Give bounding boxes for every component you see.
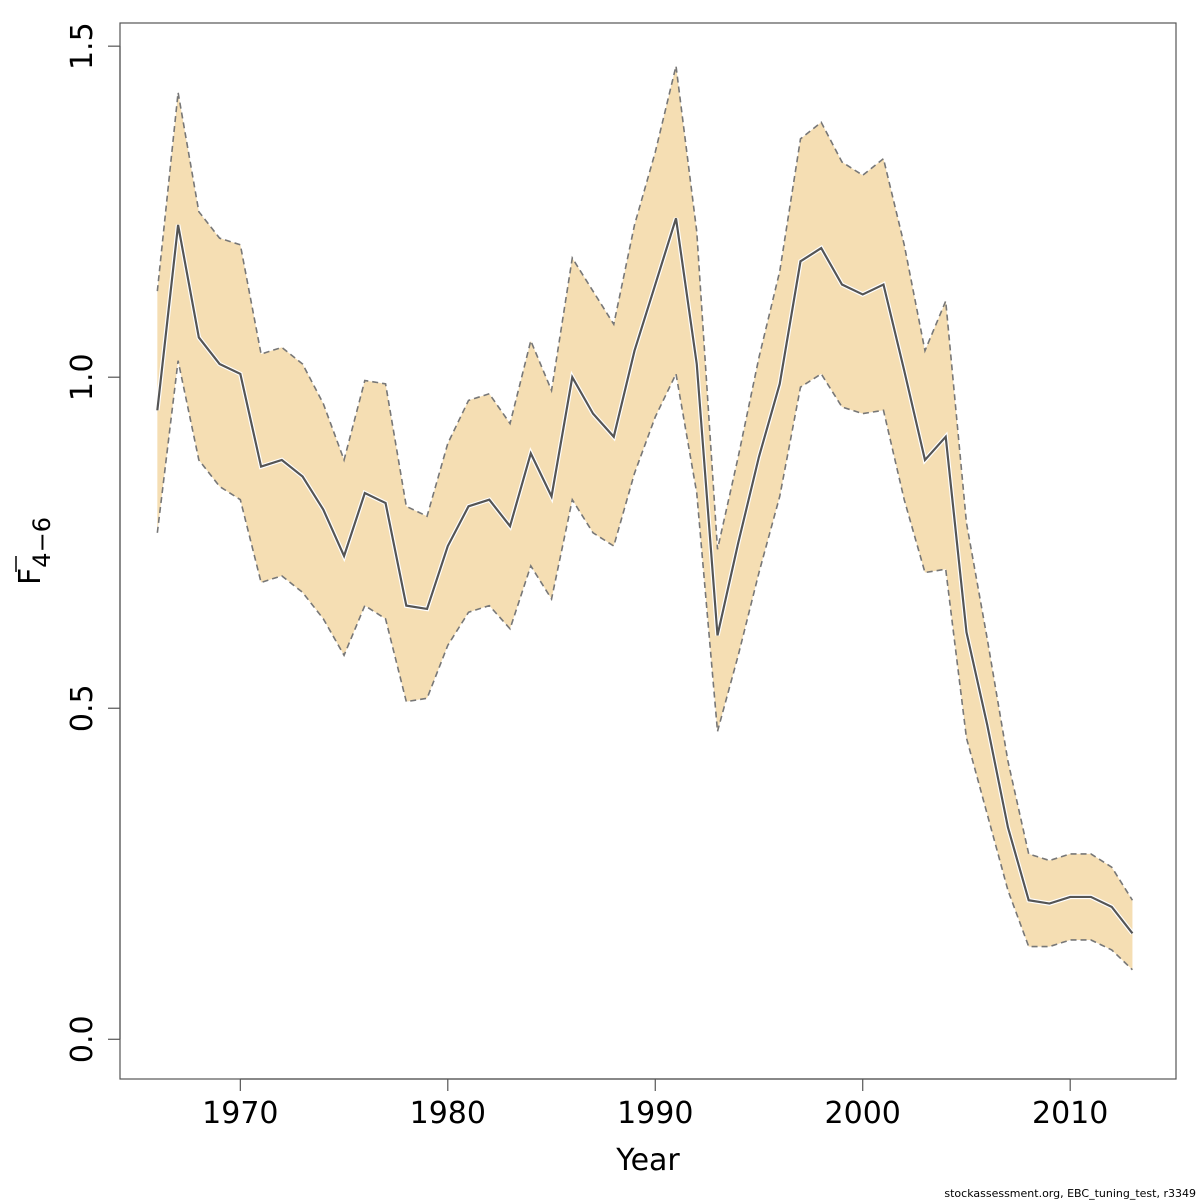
y-axis-title-subscript: 4−6 (28, 517, 56, 568)
series-lines (155, 65, 1135, 971)
y-axis: 0.0 0.5 1.0 1.5 (65, 22, 121, 1063)
y-axis-title: F4−6 (13, 517, 56, 585)
y-tick-label: 1.5 (65, 22, 100, 70)
x-tick-label: 2000 (825, 1096, 901, 1131)
x-axis: 1970 1980 1990 2000 2010 (202, 1078, 1108, 1131)
y-tick-label: 0.5 (65, 684, 100, 732)
x-tick-label: 2010 (1032, 1096, 1108, 1131)
confidence-band-area (157, 66, 1133, 970)
x-tick-label: 1980 (410, 1096, 486, 1131)
x-tick-label: 1990 (617, 1096, 693, 1131)
x-tick-label: 1970 (202, 1096, 278, 1131)
y-axis-title-main: F (13, 568, 48, 585)
footer-credit: stockassessment.org, EBC_tuning_test, r3… (944, 1187, 1196, 1200)
upper-bound-line (156, 65, 1134, 901)
y-tick-label: 1.0 (65, 353, 100, 401)
estimate-line (156, 217, 1134, 935)
confidence-band (157, 66, 1133, 970)
y-tick-label: 0.0 (65, 1015, 100, 1063)
x-axis-title: Year (615, 1143, 680, 1178)
lower-bound-line (156, 360, 1133, 971)
svg-text:F4−6: F4−6 (13, 517, 56, 585)
